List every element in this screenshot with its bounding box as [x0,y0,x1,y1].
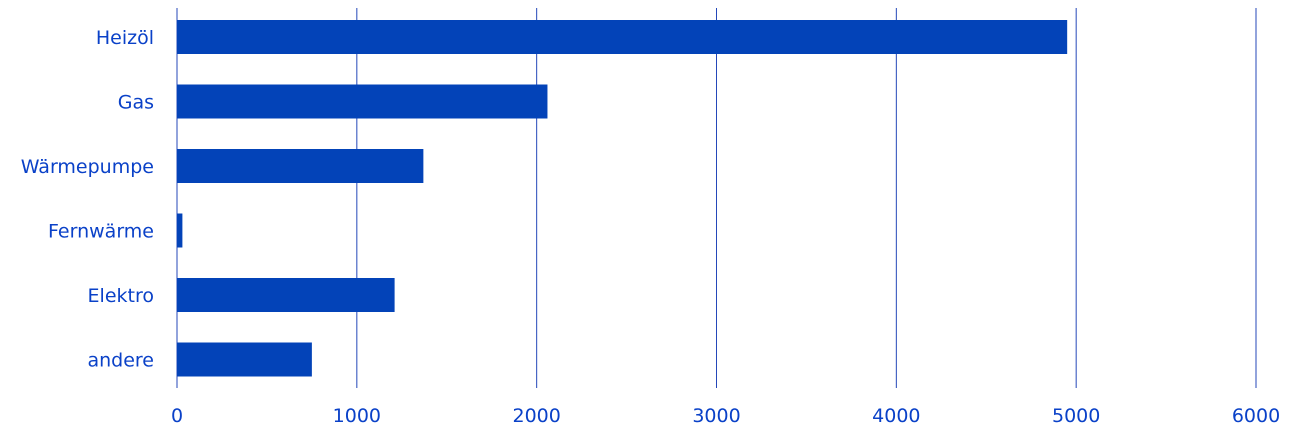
category-label: Heizöl [96,27,154,49]
bar-3 [177,213,183,248]
bar-4 [177,278,395,312]
x-axis-tick-labels: 0 1000 2000 3000 4000 5000 6000 [171,405,1280,427]
x-tick-label: 1000 [333,405,381,427]
bar-1 [177,84,548,119]
bar-2 [177,149,424,183]
x-tick-label: 6000 [1232,405,1280,427]
grid-lines [176,8,1257,388]
x-tick-label: 3000 [692,405,740,427]
category-label: Elektro [88,285,154,307]
bars [177,20,1068,377]
bar-5 [177,342,312,377]
category-label: andere [87,350,154,372]
category-label: Wärmepumpe [21,156,154,178]
x-tick-label: 0 [171,405,183,427]
x-tick-label: 5000 [1052,405,1100,427]
category-label: Fernwärme [48,221,154,243]
bar-0 [177,20,1068,54]
x-tick-label: 2000 [512,405,560,427]
x-tick-label: 4000 [872,405,920,427]
category-label: Gas [118,92,154,114]
category-labels: Heizöl Gas Wärmepumpe Fernwärme Elektro ander… [21,27,154,372]
